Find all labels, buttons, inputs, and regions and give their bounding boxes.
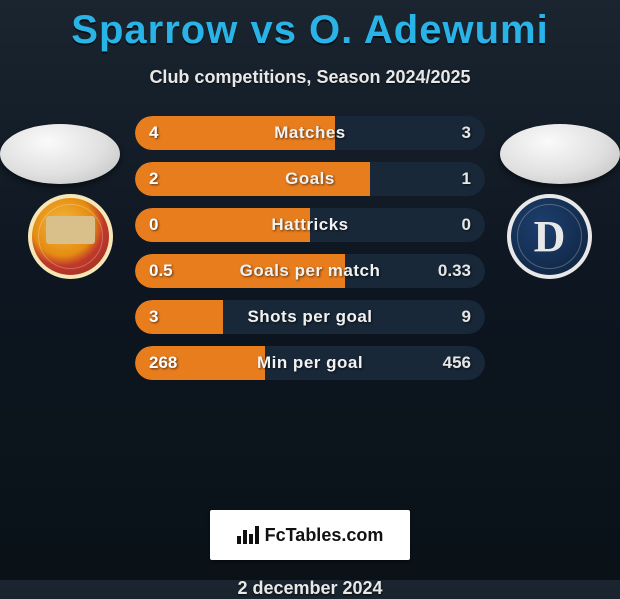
stat-bars: 4Matches3 2Goals1 0Hattricks0 0.5Goals per …: [135, 116, 485, 392]
stat-label: Goals per match: [135, 261, 485, 281]
stat-label: Goals: [135, 169, 485, 189]
stat-row: 268Min per goal456: [135, 346, 485, 380]
stat-value-right: 0: [462, 215, 471, 235]
bar-chart-icon: [237, 526, 259, 544]
date-label: 2 december 2024: [0, 578, 620, 599]
player-photo-right: [500, 124, 620, 184]
club-crest-right: [507, 194, 592, 279]
stat-label: Shots per goal: [135, 307, 485, 327]
stat-label: Hattricks: [135, 215, 485, 235]
club-crest-left: [28, 194, 113, 279]
stat-row: 2Goals1: [135, 162, 485, 196]
stat-value-right: 1: [462, 169, 471, 189]
stat-value-right: 456: [443, 353, 471, 373]
comparison-panel: 4Matches3 2Goals1 0Hattricks0 0.5Goals per …: [0, 116, 620, 496]
stat-label: Min per goal: [135, 353, 485, 373]
stat-label: Matches: [135, 123, 485, 143]
stat-row: 4Matches3: [135, 116, 485, 150]
player-photo-left: [0, 124, 120, 184]
stat-row: 0Hattricks0: [135, 208, 485, 242]
stat-value-right: 0.33: [438, 261, 471, 281]
brand-label: FcTables.com: [265, 525, 384, 546]
stat-row: 0.5Goals per match0.33: [135, 254, 485, 288]
brand-badge[interactable]: FcTables.com: [210, 510, 410, 560]
page-title: Sparrow vs O. Adewumi: [0, 0, 620, 53]
stat-row: 3Shots per goal9: [135, 300, 485, 334]
stat-value-right: 3: [462, 123, 471, 143]
stat-value-right: 9: [462, 307, 471, 327]
page-subtitle: Club competitions, Season 2024/2025: [0, 67, 620, 88]
